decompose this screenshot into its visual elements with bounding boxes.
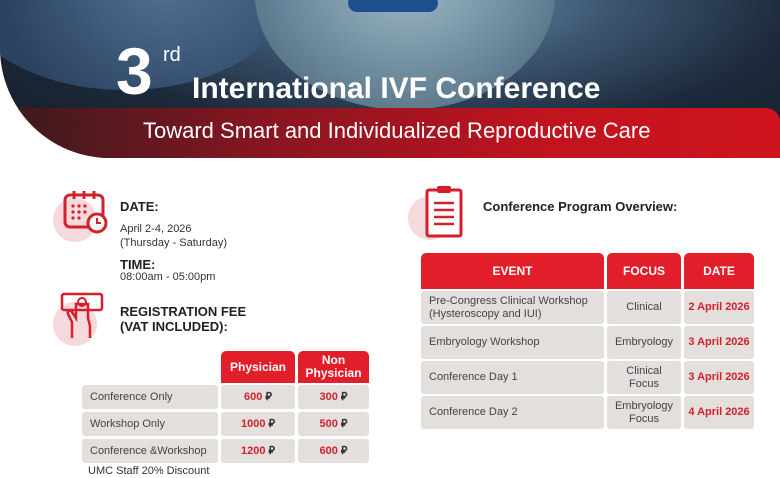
program-row-date: 4 April 2026 (684, 396, 754, 429)
price-value: 500 (319, 417, 338, 430)
fee-footnote: UMC Staff 20% Discount (88, 465, 210, 477)
riyal-currency-icon: ⃁ (340, 417, 348, 430)
riyal-currency-icon: ⃁ (268, 444, 276, 457)
price-value: 300 (319, 390, 338, 403)
fee-non-physician-price: 300 ⃁ (298, 385, 369, 409)
calendar-clock-icon (63, 191, 108, 234)
edition-suffix: rd (163, 44, 181, 66)
riyal-currency-icon: ⃁ (268, 417, 276, 430)
conference-subtitle: Toward Smart and Individualized Reproduc… (143, 118, 651, 143)
fee-label-line2: (VAT INCLUDED): (120, 319, 228, 334)
price-value: 1200 (240, 444, 266, 457)
program-header-date: DATE (684, 253, 754, 289)
program-row-event: Conference Day 2 (421, 396, 604, 429)
fee-non-physician-price: 500 ⃁ (298, 412, 369, 436)
time-label: TIME: (120, 257, 156, 272)
price-value: 600 (244, 390, 263, 403)
riyal-currency-icon: ⃁ (340, 444, 348, 457)
embryo-cells-image (348, 0, 438, 12)
time-value: 08:00am - 05:00pm (120, 271, 216, 283)
fee-physician-price: 1000 ⃁ (221, 412, 295, 436)
price-value: 1000 (240, 417, 266, 430)
program-title: Conference Program Overview: (483, 199, 678, 214)
fee-header-non-physician: Non Physician (298, 351, 369, 383)
fee-row-item: Workshop Only (82, 412, 218, 436)
program-row-date: 3 April 2026 (684, 361, 754, 394)
subtitle-band (0, 108, 780, 158)
program-row-date: 2 April 2026 (684, 291, 754, 324)
program-row-focus: Clinical Focus (607, 361, 681, 394)
date-days: (Thursday - Saturday) (120, 237, 227, 249)
fee-row-item: Conference &Workshop (82, 439, 218, 463)
fee-row-item: Conference Only (82, 385, 218, 409)
riyal-currency-icon: ⃁ (340, 390, 348, 403)
fee-physician-price: 1200 ⃁ (221, 439, 295, 463)
fee-label-line1: REGISTRATION FEE (120, 304, 247, 319)
program-row-event: Conference Day 1 (421, 361, 604, 394)
program-row-focus: Embryology Focus (607, 396, 681, 429)
conference-title: International IVF Conference (192, 72, 601, 105)
fee-physician-price: 600 ⃁ (221, 385, 295, 409)
date-value: April 2-4, 2026 (120, 223, 192, 235)
fee-label: REGISTRATION FEE (VAT INCLUDED): (120, 304, 246, 334)
program-row-event: Pre-Congress Clinical Workshop (Hysteros… (421, 291, 604, 324)
program-row-focus: Embryology (607, 326, 681, 359)
program-header-focus: FOCUS (607, 253, 681, 289)
clipboard-icon (425, 186, 463, 238)
fee-non-physician-price: 600 ⃁ (298, 439, 369, 463)
fee-header-physician: Physician (221, 351, 295, 383)
program-row-event: Embryology Workshop (421, 326, 604, 359)
header-banner: 3 rd International IVF Conference Toward… (0, 0, 780, 158)
program-row-date: 3 April 2026 (684, 326, 754, 359)
program-row-focus: Clinical (607, 291, 681, 324)
date-label: DATE: (120, 199, 159, 214)
price-value: 600 (319, 444, 338, 457)
riyal-currency-icon: ⃁ (265, 390, 272, 403)
hand-money-icon (60, 292, 104, 338)
program-header-event: EVENT (421, 253, 604, 289)
edition-number: 3 (116, 34, 153, 108)
